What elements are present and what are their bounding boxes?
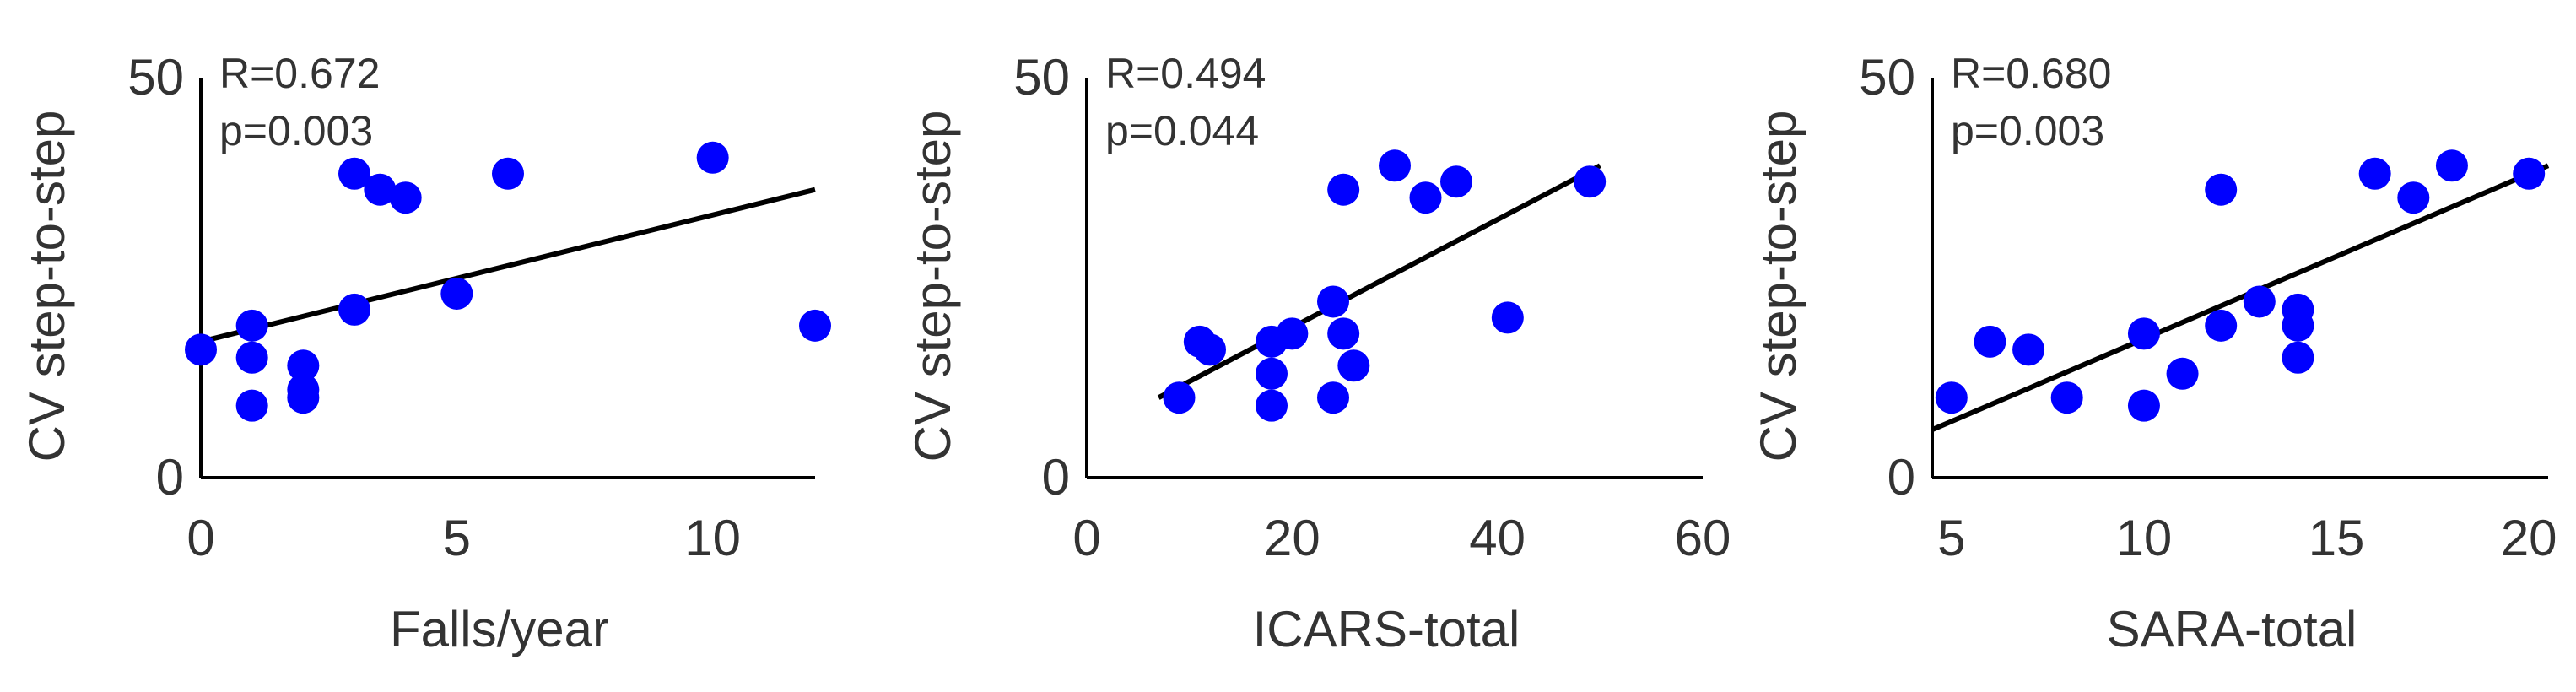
regression-line	[1931, 163, 2550, 432]
y-tick-label: 0	[156, 449, 184, 505]
p-value-annotation: p=0.003	[219, 107, 373, 154]
x-tick-label: 15	[2309, 510, 2365, 566]
y-tick-label: 0	[1887, 449, 1915, 505]
data-point	[1337, 349, 1370, 382]
data-point	[235, 309, 268, 342]
data-point	[364, 173, 397, 206]
p-value-annotation: p=0.044	[1105, 107, 1259, 154]
data-point	[1440, 165, 1472, 198]
data-point	[2282, 309, 2314, 342]
x-tick-label: 5	[443, 510, 471, 566]
data-point	[2050, 381, 2083, 414]
x-axis-label: Falls/year	[390, 601, 609, 657]
data-point	[2243, 285, 2276, 318]
data-point	[1327, 317, 1360, 350]
regression-line	[200, 187, 816, 344]
data-point	[2397, 181, 2430, 214]
data-point	[235, 389, 268, 422]
data-point	[1935, 381, 1968, 414]
data-point	[287, 349, 320, 382]
data-point	[1317, 381, 1349, 414]
data-point	[2513, 157, 2546, 190]
y-tick-label: 0	[1042, 449, 1070, 505]
panel-1: 0 50 0 5 10 Falls/year CV step-to-step R=0.672 p…	[19, 49, 831, 657]
data-point	[2012, 333, 2045, 366]
y-axis-label: CV step-to-step	[19, 111, 75, 462]
data-point	[1491, 301, 1524, 334]
panel-3: 0 50 5 10 15 20 SARA-total CV step-to-step R=0.6…	[1750, 49, 2557, 657]
data-point	[799, 309, 831, 342]
x-tick-label: 10	[684, 510, 741, 566]
y-axis-label: CV step-to-step	[1750, 111, 1806, 462]
data-point	[1327, 173, 1360, 206]
data-point	[1276, 317, 1309, 350]
correlation-annotation: R=0.680	[1951, 50, 2111, 97]
correlation-annotation: R=0.494	[1105, 50, 1266, 97]
data-point	[1409, 181, 1442, 214]
data-point	[2166, 357, 2199, 390]
data-point	[338, 157, 370, 190]
panel-2: 0 50 0 20 40 60 ICARS-total CV step-to-step R=0.…	[905, 49, 1731, 657]
data-point	[2205, 173, 2238, 206]
data-point	[2282, 341, 2314, 374]
data-point	[1256, 357, 1288, 390]
data-point	[1974, 325, 2006, 358]
x-tick-label: 5	[1937, 510, 1965, 566]
data-point	[1194, 333, 1226, 366]
data-point	[1574, 165, 1607, 198]
data-point	[185, 333, 217, 366]
x-tick-label: 0	[1072, 510, 1100, 566]
data-point	[696, 141, 729, 174]
data-point	[287, 381, 320, 414]
x-tick-label: 10	[2116, 510, 2173, 566]
data-point	[440, 277, 473, 310]
data-point	[2127, 389, 2160, 422]
x-tick-label: 0	[186, 510, 214, 566]
data-point	[1379, 149, 1411, 182]
x-axis-label: SARA-total	[2107, 601, 2357, 657]
y-tick-label: 50	[1859, 49, 1915, 105]
data-point	[1317, 285, 1349, 318]
data-point	[1163, 381, 1196, 414]
x-tick-label: 20	[2501, 510, 2557, 566]
y-axis-label: CV step-to-step	[905, 111, 961, 462]
x-tick-label: 60	[1675, 510, 1731, 566]
p-value-annotation: p=0.003	[1951, 107, 2104, 154]
x-tick-label: 20	[1264, 510, 1320, 566]
regression-line	[1157, 163, 1601, 400]
correlation-annotation: R=0.672	[219, 50, 380, 97]
data-point	[235, 341, 268, 374]
data-point	[389, 181, 422, 214]
x-axis-label: ICARS-total	[1253, 601, 1520, 657]
data-point	[1256, 389, 1288, 422]
data-point	[492, 157, 524, 190]
y-tick-label: 50	[1013, 49, 1070, 105]
data-point	[2205, 309, 2238, 342]
data-point	[2435, 149, 2468, 182]
x-tick-label: 40	[1469, 510, 1526, 566]
data-point	[2127, 317, 2160, 350]
y-tick-label: 50	[127, 49, 184, 105]
data-point	[2358, 157, 2391, 190]
data-point	[338, 293, 370, 326]
